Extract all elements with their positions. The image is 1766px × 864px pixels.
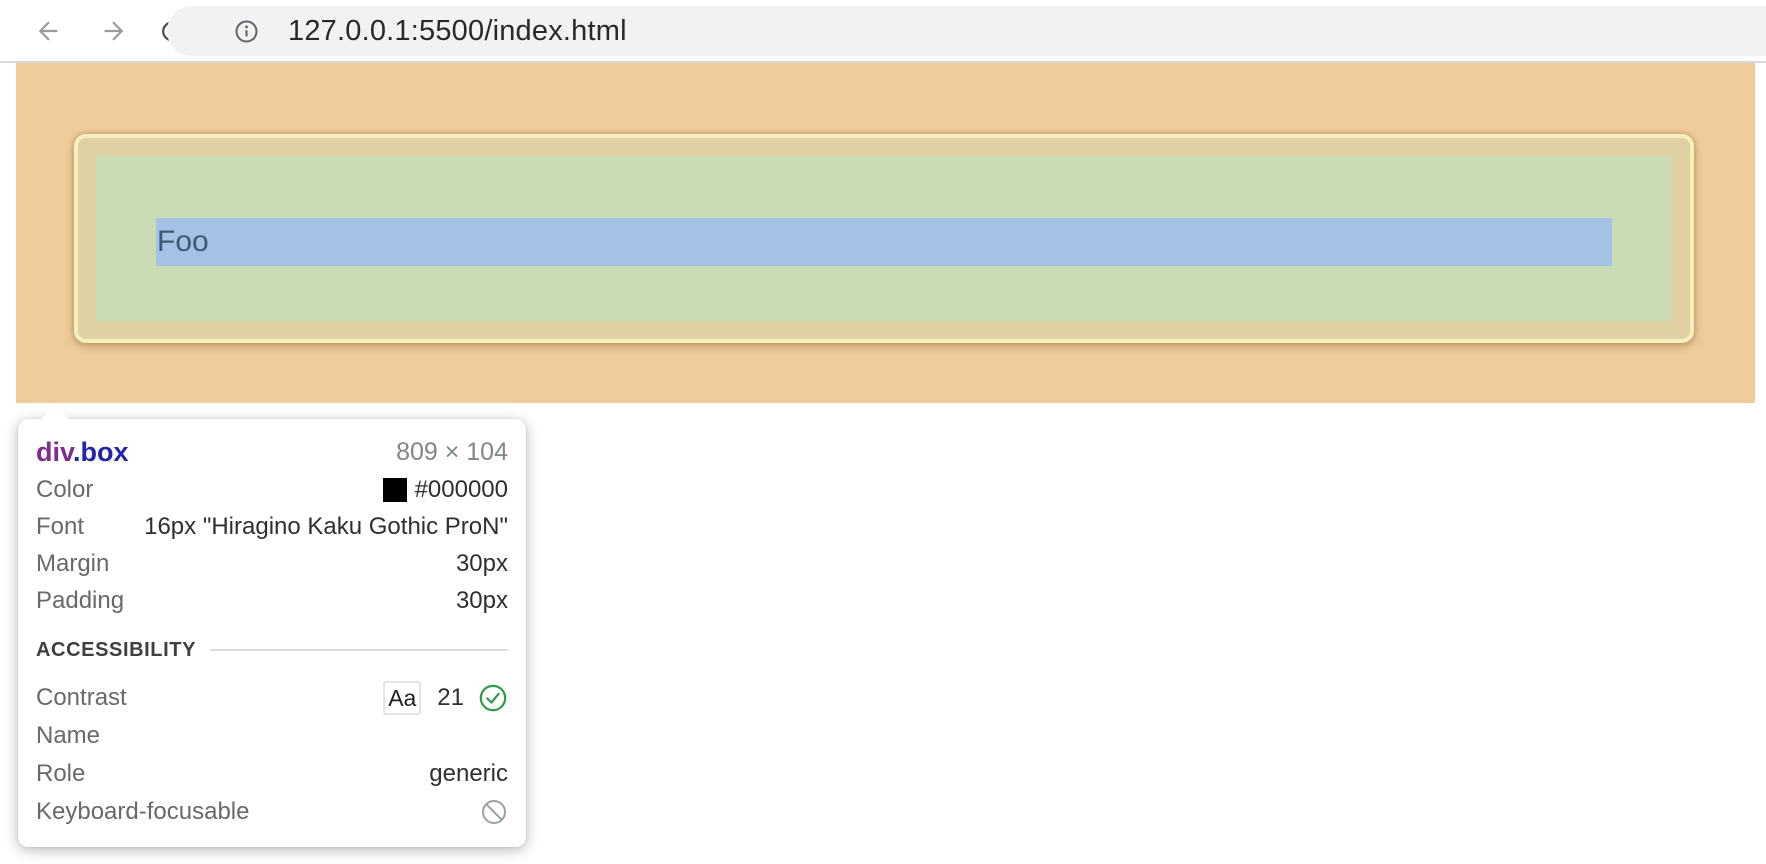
devtools-padding-overlay: Foo bbox=[96, 156, 1672, 321]
inspect-tooltip: div.box 809 × 104 Color #000000 Font 16p… bbox=[18, 405, 526, 847]
element-tag-name: div bbox=[36, 436, 74, 467]
tooltip-row-keyboard-focusable: Keyboard-focusable bbox=[36, 793, 508, 831]
forward-button[interactable] bbox=[92, 8, 138, 54]
section-divider bbox=[210, 649, 508, 651]
element-text: Foo bbox=[157, 225, 209, 258]
accessibility-section-header: ACCESSIBILITY bbox=[36, 635, 508, 665]
contrast-ratio: 21 bbox=[437, 684, 464, 711]
page-viewport: Foo div.box 809 × 104 Color #000000 bbox=[0, 63, 1766, 864]
site-info-button[interactable] bbox=[234, 19, 259, 44]
tooltip-arrow bbox=[39, 405, 71, 437]
element-dimensions: 809 × 104 bbox=[396, 437, 508, 466]
tooltip-row-role: Role generic bbox=[36, 760, 508, 787]
color-value: #000000 bbox=[414, 475, 508, 503]
devtools-content-overlay: Foo bbox=[156, 218, 1612, 266]
padding-value: 30px bbox=[455, 586, 508, 614]
url-text: 127.0.0.1:5500/index.html bbox=[288, 14, 627, 47]
devtools-margin-overlay: Foo bbox=[16, 63, 1755, 403]
tooltip-row-name: Name bbox=[36, 722, 101, 749]
tooltip-row-padding: Padding 30px bbox=[36, 586, 508, 614]
element-class-name: .box bbox=[73, 436, 129, 467]
tooltip-row-contrast: Contrast Aa 21 bbox=[36, 679, 508, 717]
font-value: 16px "Hiragino Kaku Gothic ProN" bbox=[144, 512, 508, 540]
tooltip-row-font: Font 16px "Hiragino Kaku Gothic ProN" bbox=[36, 512, 508, 540]
color-swatch bbox=[382, 477, 407, 502]
contrast-sample: Aa bbox=[383, 681, 422, 715]
contrast-pass-check-icon bbox=[479, 684, 507, 712]
role-value: generic bbox=[429, 760, 508, 787]
info-icon bbox=[235, 20, 258, 42]
not-focusable-ban-icon bbox=[482, 800, 506, 824]
url-bar[interactable]: 127.0.0.1:5500/index.html bbox=[167, 6, 1766, 56]
back-arrow-icon bbox=[39, 21, 58, 40]
browser-toolbar: 127.0.0.1:5500/index.html bbox=[0, 0, 1766, 63]
tooltip-title-row: div.box 809 × 104 bbox=[36, 433, 508, 471]
inspected-element-box: Foo bbox=[74, 134, 1694, 343]
tooltip-row-color: Color #000000 bbox=[36, 475, 508, 503]
element-selector: div.box bbox=[36, 437, 129, 468]
forward-arrow-icon bbox=[104, 21, 123, 40]
tooltip-row-margin: Margin 30px bbox=[36, 549, 508, 577]
back-button[interactable] bbox=[24, 8, 70, 54]
margin-value: 30px bbox=[455, 549, 508, 577]
